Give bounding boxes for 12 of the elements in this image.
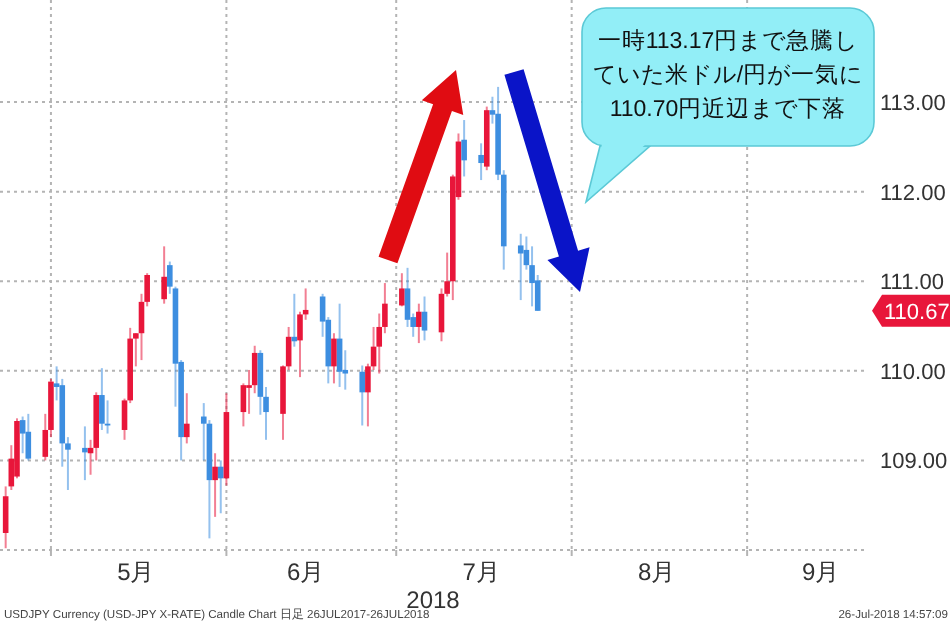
x-tick-label: 8月 <box>637 558 676 586</box>
x-tick-label: 9月 <box>802 558 840 586</box>
x-tick-label: 5月 <box>117 558 155 586</box>
x-tick-label: 7月 <box>462 558 500 586</box>
y-tick-label: 110.00 <box>880 360 946 385</box>
y-tick-label: 113.00 <box>880 92 946 117</box>
y-tick-label: 112.00 <box>880 181 946 206</box>
annotation: 一時113.17円まで急騰していた米ドル/円が一気に110.70円近辺まで下落 <box>582 8 874 146</box>
x-tick-label: 6月 <box>286 558 325 586</box>
y-tick-label: 109.00 <box>880 450 948 475</box>
y-tick-label: 111.00 <box>880 271 945 296</box>
text: 110.67 <box>884 300 950 325</box>
